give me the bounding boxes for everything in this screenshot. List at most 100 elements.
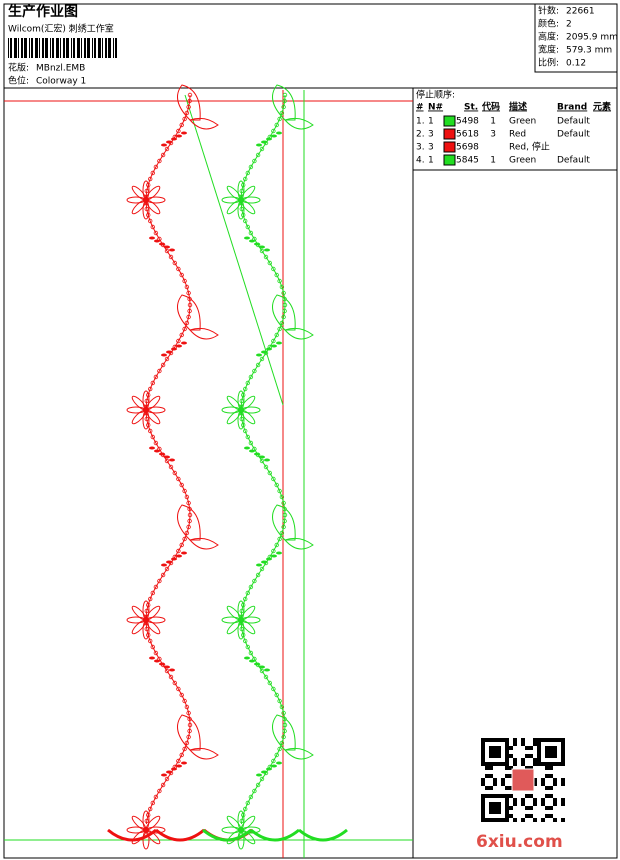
sprig-leaf: [181, 131, 187, 135]
qr-module: [549, 746, 553, 750]
sprig-leaf: [166, 560, 172, 564]
color-swatch: [443, 141, 456, 153]
stitch: [182, 536, 187, 542]
stitch: [172, 680, 177, 686]
bar: [29, 38, 30, 58]
column-header: #: [416, 103, 424, 113]
qr-module: [545, 794, 549, 798]
cell-st: 5498: [456, 117, 479, 127]
stitch: [255, 572, 261, 578]
sprig-leaf: [254, 242, 260, 246]
qr-module: [497, 806, 501, 810]
column-header: N#: [428, 103, 443, 113]
stitch: [160, 782, 166, 788]
stitch: [252, 578, 257, 584]
sprig-leaf: [271, 554, 277, 558]
info-label: 宽度:: [538, 44, 559, 56]
qr-module: [505, 774, 509, 778]
qr-module: [489, 750, 493, 754]
qr-module: [545, 766, 549, 770]
stitch: [153, 164, 159, 170]
stitch: [150, 644, 155, 650]
design-label: 花版:: [8, 62, 29, 74]
qr-module: [493, 750, 497, 754]
qr-module: [545, 814, 549, 818]
qr-module: [493, 802, 497, 806]
stitch: [184, 320, 190, 326]
leaf: [284, 747, 314, 760]
sprig-leaf: [266, 767, 272, 771]
sprig-leaf: [181, 341, 187, 345]
stitch: [279, 704, 285, 710]
qr-module: [505, 794, 509, 798]
info-box: [534, 3, 618, 73]
info-label: 颜色:: [538, 18, 559, 30]
qr-module: [533, 798, 537, 802]
qr-module: [481, 818, 485, 822]
sprig-leaf: [276, 761, 282, 765]
stitch: [182, 326, 187, 332]
cell-code: 1: [490, 117, 496, 127]
leaf: [177, 714, 201, 751]
stitch: [150, 224, 155, 230]
cell-brand: Default: [557, 130, 590, 140]
stitch: [176, 128, 181, 134]
watermark: 6xiu.com: [476, 832, 563, 852]
flower-center: [238, 827, 244, 833]
stitch: [274, 752, 279, 758]
qr-module: [553, 818, 557, 822]
qr-module: [489, 766, 493, 770]
bar: [10, 38, 12, 58]
cell-desc: Green: [509, 117, 536, 127]
sprig-leaf: [164, 245, 170, 249]
qr-module: [505, 818, 509, 822]
stitch: [245, 224, 250, 230]
stitch: [259, 776, 265, 782]
flower-center: [238, 617, 244, 623]
bar: [21, 38, 23, 58]
stitch: [274, 332, 279, 338]
qr-module: [489, 810, 493, 814]
sprig-leaf: [181, 761, 187, 765]
info-value: 2: [566, 20, 572, 30]
qr-module: [481, 798, 485, 802]
sprig-leaf: [171, 347, 177, 351]
bar: [81, 38, 82, 58]
stitch: [168, 464, 174, 470]
stitch: [255, 362, 261, 368]
qr-module: [525, 794, 529, 798]
qr-module: [489, 802, 493, 806]
sprig-leaf: [149, 446, 155, 450]
qr-module: [501, 778, 505, 782]
stitch: [160, 362, 166, 368]
qr-module: [489, 818, 493, 822]
stitch: [160, 152, 166, 158]
stitch: [271, 686, 276, 692]
stitch: [248, 650, 254, 656]
qr-module: [541, 762, 545, 766]
sprig-leaf: [259, 455, 265, 459]
qr-module: [481, 762, 485, 766]
color-swatch: [443, 115, 456, 127]
stitch: [176, 686, 181, 692]
barcode: [8, 38, 117, 58]
qr-module: [501, 794, 505, 798]
qr-module: [529, 754, 533, 758]
leaf: [177, 504, 201, 541]
qr-module: [509, 774, 513, 778]
sprig-leaf: [271, 764, 277, 768]
sprig-leaf: [159, 452, 165, 456]
qr-module: [549, 762, 553, 766]
qr-module: [481, 814, 485, 818]
stitch: [147, 596, 153, 602]
qr-module: [505, 762, 509, 766]
sprig-leaf: [169, 458, 175, 462]
qr-code: [481, 738, 565, 822]
company: Wilcom(汇宏) 刺绣工作室: [8, 23, 114, 35]
bar: [77, 38, 80, 58]
qr-module: [505, 738, 509, 742]
stitch: [259, 146, 265, 152]
stitch: [184, 740, 190, 746]
stitch: [153, 374, 159, 380]
